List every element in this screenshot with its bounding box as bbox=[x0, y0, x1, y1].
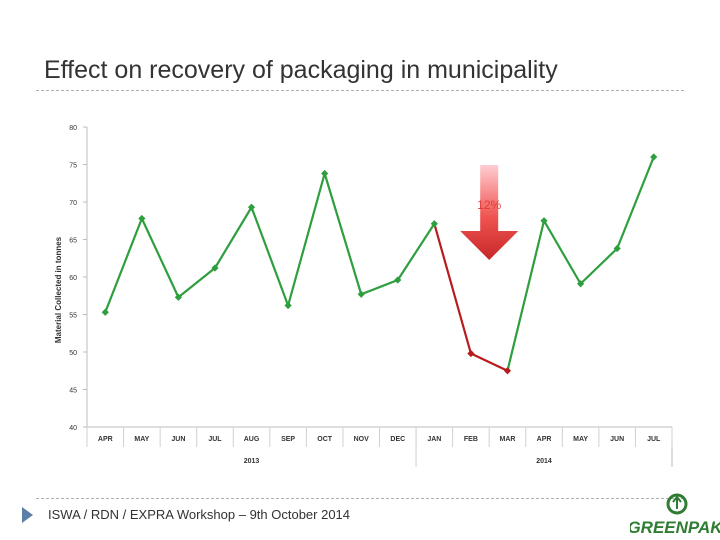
x-tick-label: APR bbox=[537, 436, 552, 443]
series-segment bbox=[542, 219, 582, 285]
y-tick-label: 80 bbox=[69, 125, 77, 132]
x-tick-label: SEP bbox=[281, 436, 295, 443]
x-tick-label: MAY bbox=[573, 436, 588, 443]
series-segment bbox=[579, 247, 619, 285]
series-segment bbox=[140, 217, 180, 299]
y-tick-label: 45 bbox=[69, 388, 77, 395]
footer-text: ISWA / RDN / EXPRA Workshop – 9th Octobe… bbox=[48, 507, 351, 522]
title-divider bbox=[36, 90, 684, 91]
series-segment bbox=[433, 222, 473, 355]
x-tick-label: JUL bbox=[208, 436, 222, 443]
x-tick-label: MAR bbox=[499, 436, 515, 443]
data-point bbox=[467, 349, 475, 358]
data-point bbox=[576, 280, 585, 288]
decline-arrow: 12% bbox=[460, 165, 519, 260]
x-tick-label: NOV bbox=[354, 436, 370, 443]
y-ticks: 40 45 50 55 60 65 70 75 80 bbox=[69, 125, 87, 432]
y-tick-label: 65 bbox=[69, 238, 77, 245]
data-point bbox=[138, 214, 146, 223]
x-tick-label: JUL bbox=[647, 436, 661, 443]
data-point bbox=[247, 203, 256, 211]
data-point bbox=[174, 293, 183, 301]
y-tick-label: 60 bbox=[69, 275, 77, 282]
decline-percent-label: 12% bbox=[477, 198, 501, 212]
chart-axes bbox=[86, 127, 673, 467]
y-tick-label: 50 bbox=[69, 350, 77, 357]
x-tick-label: AUG bbox=[244, 436, 260, 443]
series-segment bbox=[616, 155, 655, 250]
x-tick-label: OCT bbox=[317, 436, 333, 443]
x-tick-label: JUN bbox=[610, 436, 624, 443]
y-tick-label: 75 bbox=[69, 163, 77, 170]
y-tick-label: 55 bbox=[69, 313, 77, 320]
decline-arrow-shape bbox=[460, 165, 519, 260]
recycle-icon bbox=[666, 493, 688, 515]
footer-divider bbox=[36, 498, 684, 499]
year-group-label: 2013 bbox=[244, 458, 260, 465]
data-point bbox=[430, 220, 438, 228]
y-tick-label: 40 bbox=[69, 425, 77, 432]
logo-wordmark: GREENPAK bbox=[630, 518, 720, 537]
series-segment bbox=[506, 219, 546, 372]
year-group-label: 2014 bbox=[536, 458, 552, 465]
series-segment bbox=[104, 217, 143, 314]
greenpak-logo: GREENPAK bbox=[630, 493, 720, 537]
x-tick-label: DEC bbox=[390, 436, 405, 443]
series-segment bbox=[286, 172, 326, 307]
data-point bbox=[101, 308, 109, 316]
footer-arrow-icon bbox=[22, 507, 33, 523]
x-tick-label: JUN bbox=[171, 436, 185, 443]
data-point bbox=[211, 264, 219, 272]
y-axis-label: Material Collected in tonnes bbox=[54, 236, 63, 343]
series-segment bbox=[250, 206, 290, 307]
line-chart: Material Collected in tonnes 40 45 50 55 60 6… bbox=[54, 125, 673, 467]
series-segment bbox=[177, 266, 217, 299]
data-point bbox=[503, 367, 512, 375]
x-tick-label: APR bbox=[98, 436, 113, 443]
series-segment bbox=[469, 352, 509, 372]
x-ticks: APR MAY JUN JUL AUG SEP OCT NOV DEC JAN FEB MAR APR M… bbox=[86, 427, 673, 467]
x-tick-label: JAN bbox=[427, 436, 441, 443]
x-tick-label: FEB bbox=[464, 436, 478, 443]
series-segment bbox=[396, 222, 436, 282]
data-point bbox=[394, 276, 402, 284]
series-segment bbox=[213, 206, 253, 270]
data-point bbox=[321, 169, 329, 178]
data-point bbox=[540, 217, 548, 225]
data-point bbox=[613, 244, 621, 253]
slide-title: Effect on recovery of packaging in munic… bbox=[44, 56, 558, 84]
series-segment bbox=[360, 278, 399, 296]
data-point bbox=[357, 290, 365, 298]
series-segment bbox=[323, 172, 363, 296]
chart-series bbox=[101, 153, 658, 375]
recycle-arrow-icon bbox=[672, 495, 682, 509]
data-point bbox=[650, 153, 658, 161]
y-tick-label: 70 bbox=[69, 200, 77, 207]
x-tick-label: MAY bbox=[134, 436, 149, 443]
data-point bbox=[284, 301, 292, 310]
